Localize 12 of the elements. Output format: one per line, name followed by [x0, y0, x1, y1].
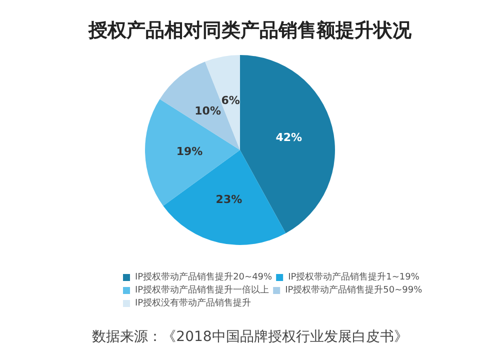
data-label: 10%	[194, 104, 221, 118]
chart-title: 授权产品相对同类产品销售额提升状况	[88, 20, 412, 42]
data-label: 23%	[216, 192, 242, 206]
data-label: 19%	[176, 145, 203, 158]
legend-label: IP授权没有带动产品销售提升	[135, 298, 252, 308]
source-note: 数据来源：《2018中国品牌授权行业发展白皮书》	[92, 329, 408, 345]
legend-label: IP授权带动产品销售提升一倍以上	[135, 284, 270, 296]
legend-label: IP授权带动产品销售提升50~99%	[285, 284, 423, 296]
data-label: 42%	[276, 130, 302, 144]
legend-label: IP授权带动产品销售提升1~19%	[288, 272, 420, 282]
data-label: 6%	[221, 94, 240, 107]
legend-label: IP授权带动产品销售提升20~49%	[135, 272, 273, 282]
